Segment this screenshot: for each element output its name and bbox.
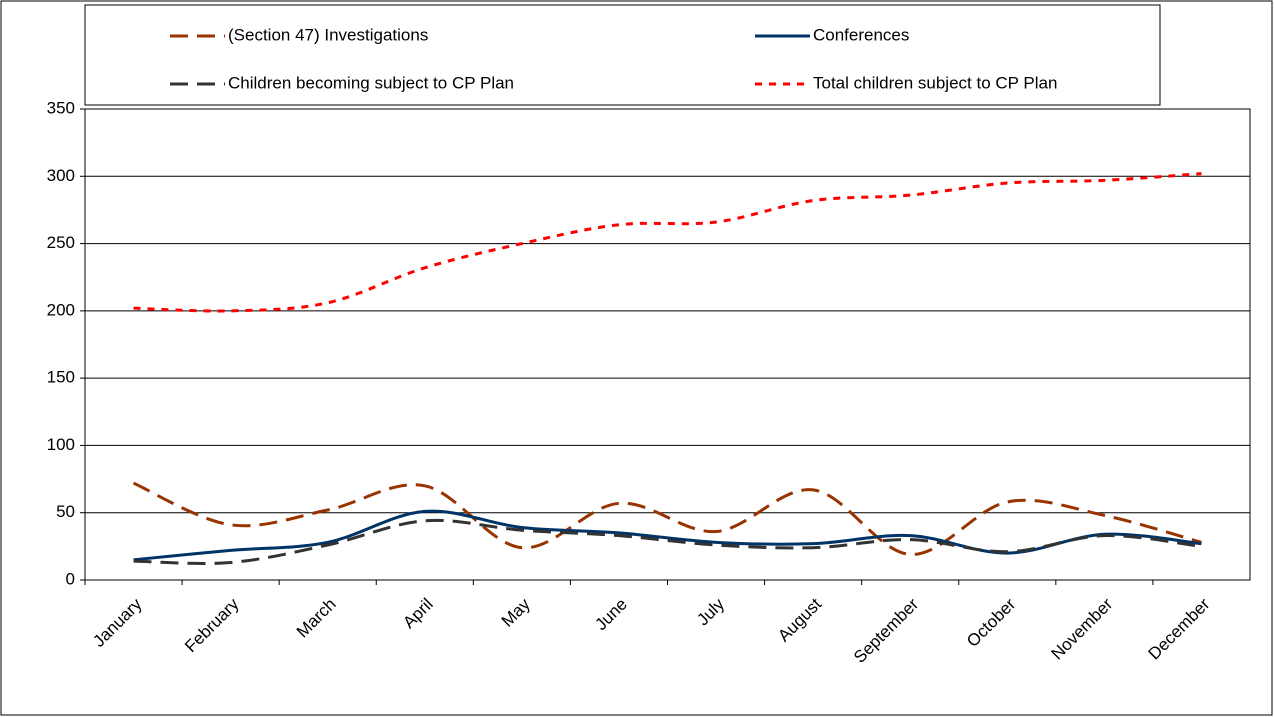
y-tick-label: 150: [47, 368, 75, 387]
legend-label: Children becoming subject to CP Plan: [228, 73, 514, 92]
legend: [84, 4, 1161, 106]
y-tick-label: 50: [56, 502, 75, 521]
y-tick-label: 300: [47, 166, 75, 185]
plot-area: [84, 108, 1251, 581]
series-line: [132, 481, 1202, 556]
legend-label: (Section 47) Investigations: [228, 25, 428, 44]
y-tick-label: 100: [47, 435, 75, 454]
y-tick-label: 0: [66, 569, 75, 588]
series-line: [133, 518, 1202, 565]
y-tick-label: 250: [47, 233, 75, 252]
y-tick-label: 350: [47, 98, 75, 117]
legend-label: Total children subject to CP Plan: [813, 73, 1057, 92]
legend-label: Conferences: [813, 25, 909, 44]
y-tick-label: 200: [47, 300, 75, 319]
